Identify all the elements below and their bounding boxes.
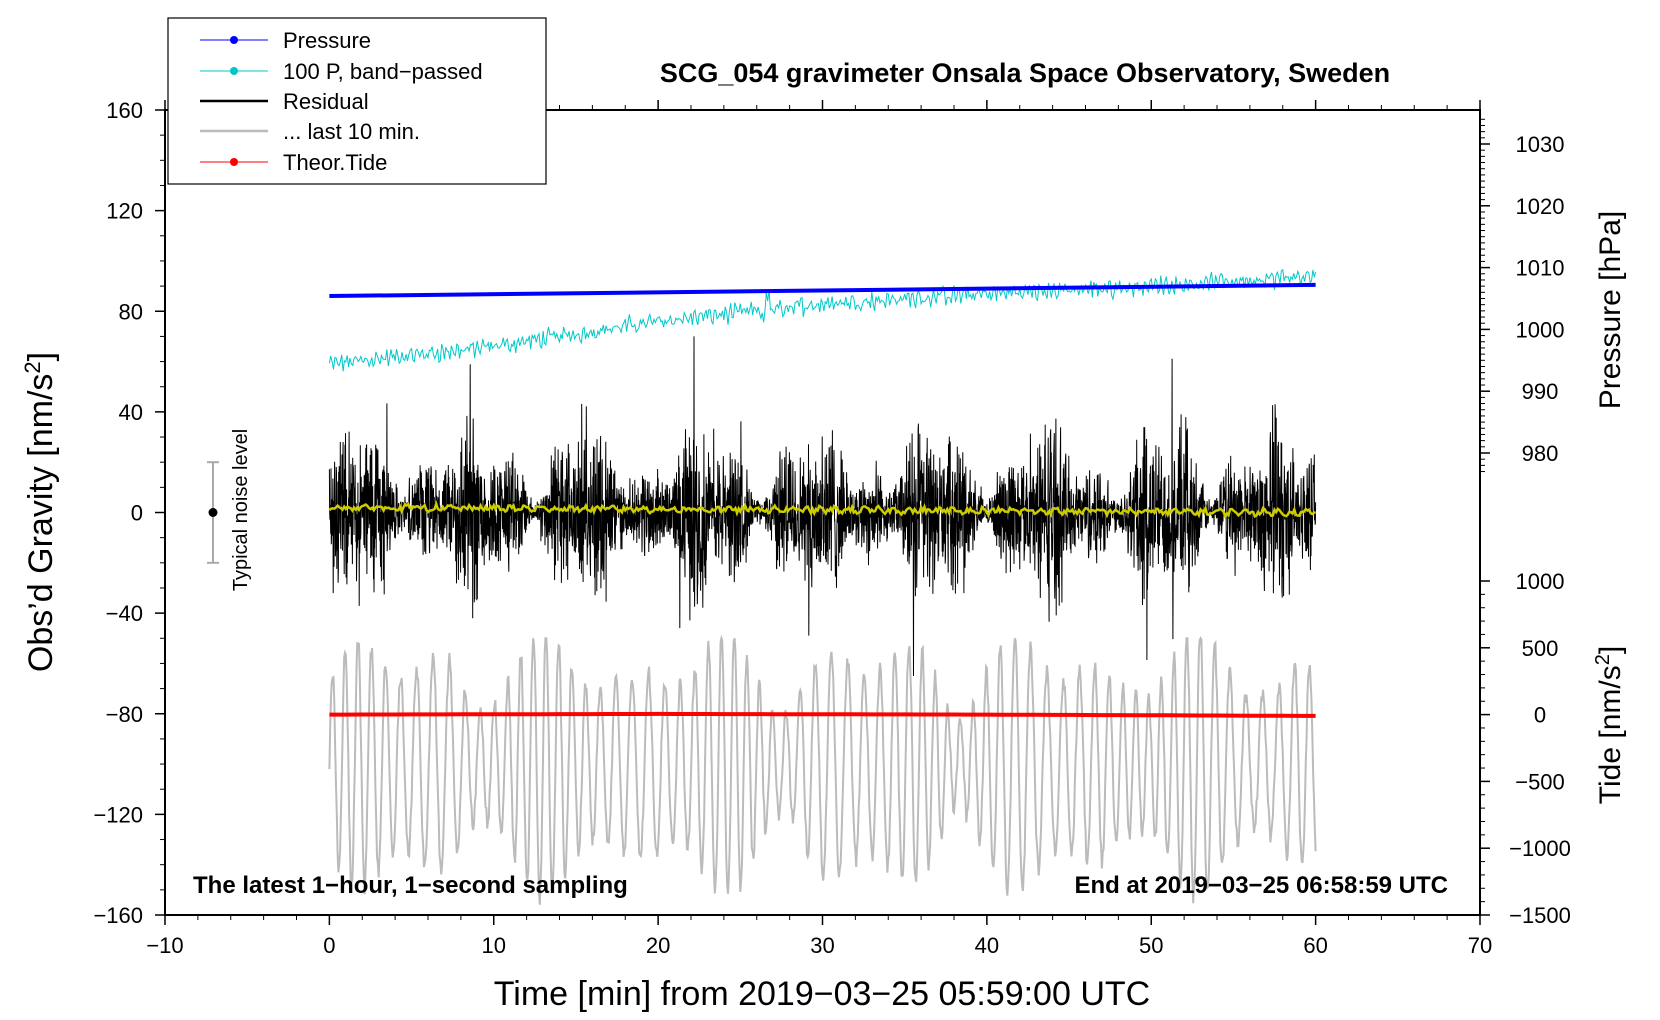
noise-level-marker: Typical noise level — [207, 429, 252, 591]
y-tick-label: 120 — [106, 199, 143, 224]
noise-level-label: Typical noise level — [230, 429, 252, 591]
legend-marker-pressure — [230, 36, 238, 44]
pressure-axis-ticks: 1030 1020 1010 1000 990 980 — [1480, 118, 1565, 473]
x-tick-label: 50 — [1139, 933, 1163, 958]
y-tick-label: 40 — [119, 400, 143, 425]
tide-axis-title-sup: 2 — [1592, 654, 1614, 665]
legend-label-band-passed: 100 P, band−passed — [283, 59, 483, 84]
y-tick-label: −120 — [93, 802, 143, 827]
tide-tick-label: 0 — [1534, 703, 1546, 728]
legend-marker-band-passed — [230, 67, 238, 75]
sampling-note: The latest 1−hour, 1−second sampling — [193, 872, 628, 899]
x-tick-label: 20 — [646, 933, 670, 958]
x-tick-label: 10 — [482, 933, 506, 958]
end-time-note: End at 2019−03−25 06:58:59 UTC — [1074, 872, 1448, 899]
chart-title: SCG_054 gravimeter Onsala Space Observat… — [660, 58, 1390, 88]
tide-axis-title-end: ] — [1594, 646, 1627, 654]
x-tick-label: 30 — [810, 933, 834, 958]
x-tick-label: 60 — [1303, 933, 1327, 958]
y-axis-ticks: 160 120 80 40 0 −40 −80 −120 −160 — [93, 98, 165, 928]
series-100p-band-passed — [328, 268, 1317, 372]
y-tick-label: −40 — [106, 601, 143, 626]
legend-label-last-10-min: ... last 10 min. — [283, 119, 420, 144]
pressure-tick-label: 1000 — [1516, 317, 1565, 342]
tide-axis-title-main: Tide [nm/s — [1594, 665, 1627, 804]
tide-tick-label: −1500 — [1509, 903, 1571, 928]
x-tick-label: 70 — [1468, 933, 1492, 958]
tide-tick-label: −1000 — [1509, 836, 1571, 861]
y-axis-title-end: ] — [22, 352, 60, 361]
x-tick-label: −10 — [146, 933, 183, 958]
pressure-tick-label: 1030 — [1516, 132, 1565, 157]
x-tick-label: 0 — [323, 933, 335, 958]
legend-entry-pressure: Pressure — [200, 28, 371, 53]
pressure-tick-label: 1010 — [1516, 256, 1565, 281]
y-tick-label: −80 — [106, 702, 143, 727]
tide-axis-title: Tide [nm/s2] — [1592, 646, 1627, 804]
y-tick-label: 0 — [131, 501, 143, 526]
tide-tick-label: −500 — [1515, 769, 1565, 794]
x-axis-ticks: −10 0 10 20 30 40 50 60 70 — [146, 100, 1492, 958]
legend-entry-residual: Residual — [200, 89, 369, 114]
legend-entry-theor-tide: Theor.Tide — [200, 150, 387, 175]
pressure-tick-label: 1020 — [1516, 194, 1565, 219]
series-smoothed-residual — [328, 499, 1317, 520]
pressure-axis-title: Pressure [hPa] — [1594, 211, 1627, 409]
y-tick-label: −160 — [93, 903, 143, 928]
legend-label-theor-tide: Theor.Tide — [283, 150, 387, 175]
y-axis-title-left: Obs’d Gravity [nm/s2] — [20, 352, 60, 672]
legend: Pressure 100 P, band−passed Residual ...… — [167, 17, 547, 185]
series-residual — [328, 336, 1317, 677]
y-tick-label: 160 — [106, 98, 143, 123]
x-tick-label: 40 — [975, 933, 999, 958]
pressure-tick-label: 990 — [1522, 379, 1559, 404]
x-axis-title: Time [min] from 2019−03−25 05:59:00 UTC — [494, 975, 1150, 1013]
noise-level-dot — [208, 508, 218, 517]
y-tick-label: 80 — [119, 299, 143, 324]
legend-label-pressure: Pressure — [283, 28, 371, 53]
series-pressure — [329, 282, 1316, 299]
y-axis-title-sup: 2 — [20, 361, 45, 373]
y-axis-title-main: Obs’d Gravity [nm/s — [22, 374, 60, 673]
tide-axis-ticks: 1000 500 0 −500 −1000 −1500 — [1480, 569, 1571, 928]
series-theoretical-tide — [329, 711, 1316, 718]
legend-marker-theor-tide — [230, 158, 238, 166]
tide-tick-label: 1000 — [1516, 569, 1565, 594]
legend-entry-band-passed: 100 P, band−passed — [200, 59, 483, 84]
pressure-tick-label: 980 — [1522, 441, 1559, 466]
legend-label-residual: Residual — [283, 89, 369, 114]
tide-tick-label: 500 — [1522, 636, 1559, 661]
series-last-10-min — [328, 634, 1317, 905]
legend-entry-last-10-min: ... last 10 min. — [200, 119, 420, 144]
